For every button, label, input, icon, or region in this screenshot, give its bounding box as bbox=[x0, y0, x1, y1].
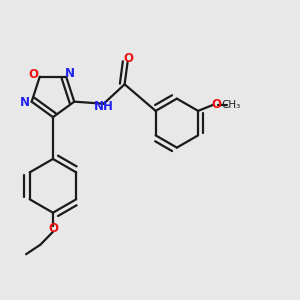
Text: CH₃: CH₃ bbox=[221, 100, 241, 110]
Text: O: O bbox=[211, 98, 221, 111]
Text: O: O bbox=[124, 52, 134, 64]
Text: N: N bbox=[20, 96, 30, 109]
Text: O: O bbox=[48, 222, 58, 235]
Text: NH: NH bbox=[94, 100, 114, 113]
Text: O: O bbox=[28, 68, 38, 81]
Text: N: N bbox=[65, 67, 75, 80]
